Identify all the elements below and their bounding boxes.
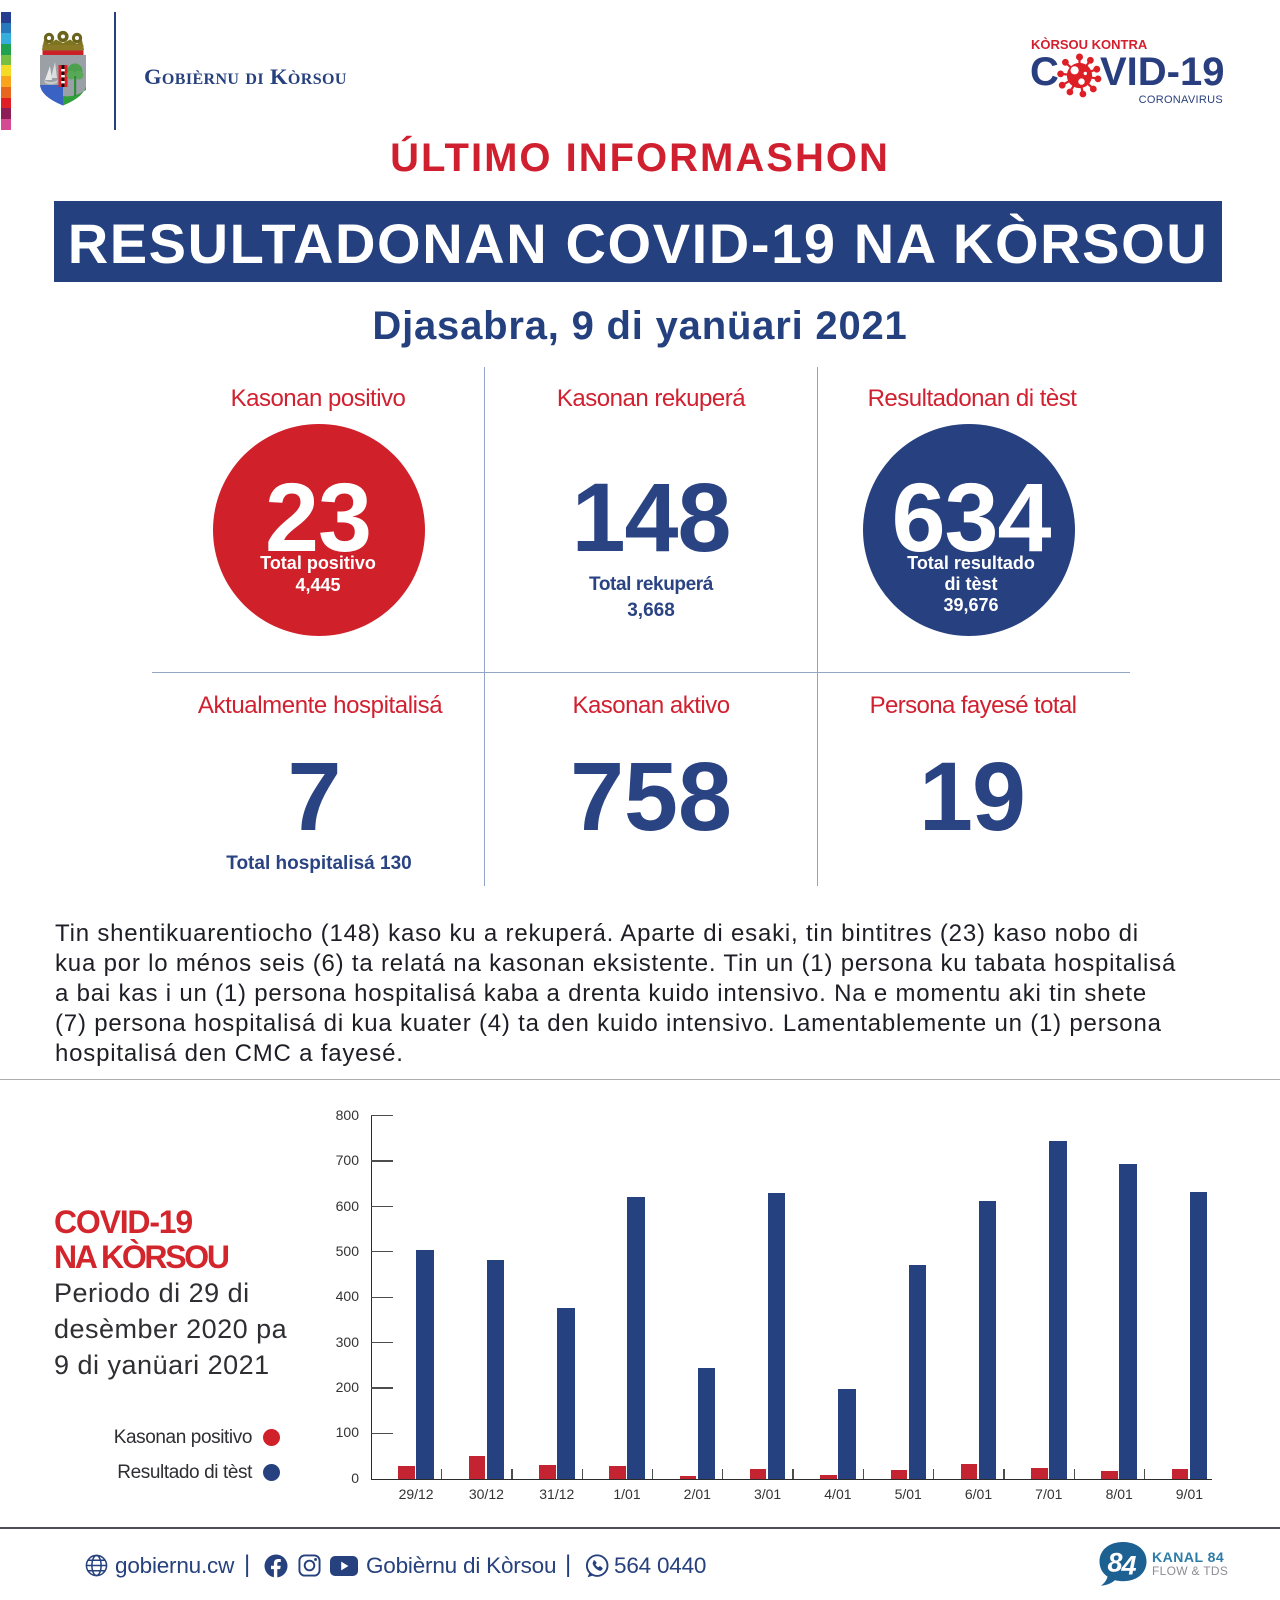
svg-text:4: 4: [1120, 1551, 1136, 1581]
svg-text:8: 8: [1107, 1548, 1122, 1578]
